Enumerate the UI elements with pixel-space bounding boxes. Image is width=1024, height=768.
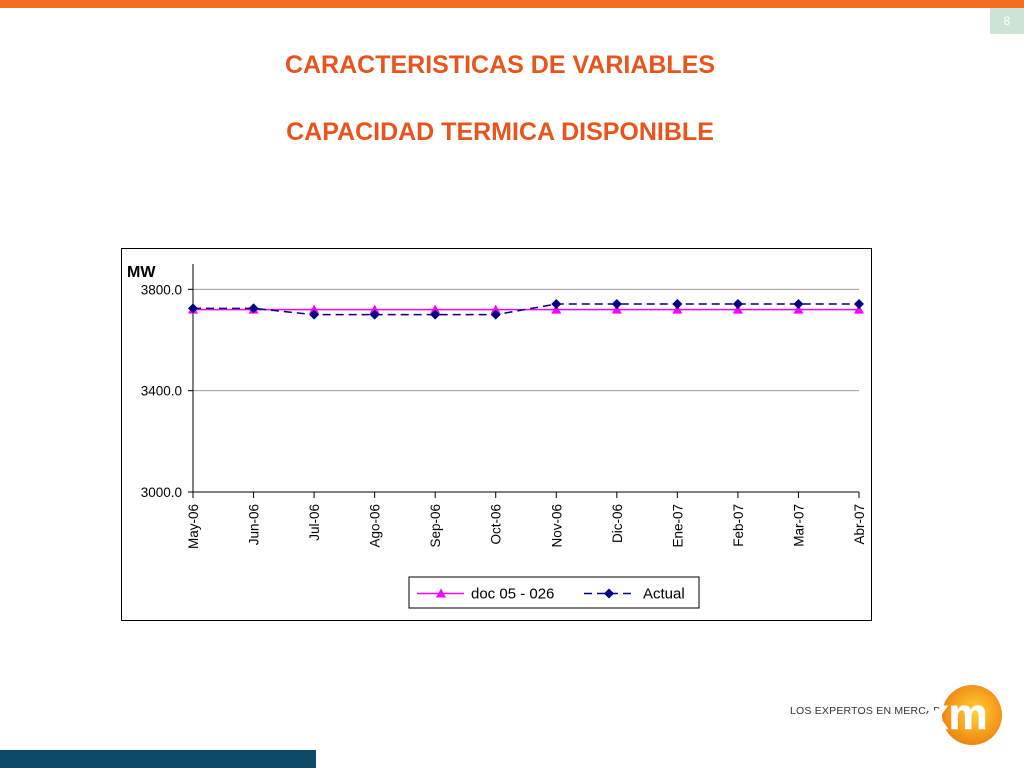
legend (408, 576, 700, 609)
data-point (611, 299, 622, 310)
line-chart: MW 3000.0 3400.0 3800.0 May-06 Jun-06 Jul-06 Ag… (127, 264, 867, 609)
data-point (793, 304, 804, 314)
data-point (309, 309, 320, 320)
data-point (248, 303, 259, 314)
data-point (430, 309, 441, 320)
data-point (854, 299, 864, 310)
slide-title: CARACTERISTICAS DE VARIABLES (284, 51, 716, 79)
data-point (490, 309, 501, 320)
data-point (551, 299, 562, 310)
series-line-2 (193, 303, 859, 316)
data-point (309, 304, 320, 314)
x-tick-label: Feb-07 (731, 504, 746, 547)
y-axis-label: MW (127, 264, 156, 281)
data-point (672, 299, 683, 310)
x-tick-label: Dic-06 (610, 504, 625, 543)
data-point (369, 309, 380, 320)
x-tick-label: Oct-06 (489, 504, 504, 545)
y-tick-label: 3800.0 (141, 282, 182, 297)
xm-logo-icon: xm (924, 685, 1002, 745)
data-point (793, 299, 804, 310)
x-tick-label: Nov-06 (549, 504, 564, 548)
x-tick-label: Sep-06 (428, 504, 443, 548)
data-point (611, 304, 622, 314)
data-point (672, 304, 683, 314)
y-tick-label: 3400.0 (141, 384, 182, 399)
x-tick-label: Mar-07 (791, 504, 806, 547)
y-tick-label: 3000.0 (141, 485, 182, 500)
data-point (732, 299, 743, 310)
slide-subtitle: CAPACIDAD TERMICA DISPONIBLE (286, 118, 714, 146)
logo-tagline: LOS EXPERTOS EN MERCADOS (790, 705, 957, 717)
footer-bar (0, 750, 316, 768)
data-point (551, 304, 562, 314)
x-tick-label: Ene-07 (670, 504, 685, 548)
company-logo: LOS EXPERTOS EN MERCADOS xm (790, 683, 1010, 753)
data-point (369, 304, 380, 314)
top-accent-bar (0, 0, 1024, 8)
chart-frame: MW 3000.0 3400.0 3800.0 May-06 Jun-06 Jul-06 Ag… (121, 248, 872, 621)
data-point (188, 303, 198, 314)
data-point (490, 304, 501, 314)
data-point (430, 304, 441, 314)
legend-marker-doc (436, 588, 446, 598)
legend-label: doc 05 - 026 (471, 586, 554, 603)
x-tick-label: Jul-06 (307, 504, 322, 541)
page-number: 8 (990, 8, 1024, 34)
data-point (854, 304, 864, 314)
logo-mark-text: xm (924, 690, 988, 739)
legend-marker-actual (604, 588, 614, 599)
legend-label: Actual (643, 586, 685, 603)
data-point (732, 304, 743, 314)
x-tick-label: Ago-06 (368, 504, 383, 548)
x-tick-label: May-06 (186, 504, 201, 549)
x-tick-label: Jun-06 (247, 504, 262, 545)
x-tick-label: Abr-07 (852, 504, 867, 545)
